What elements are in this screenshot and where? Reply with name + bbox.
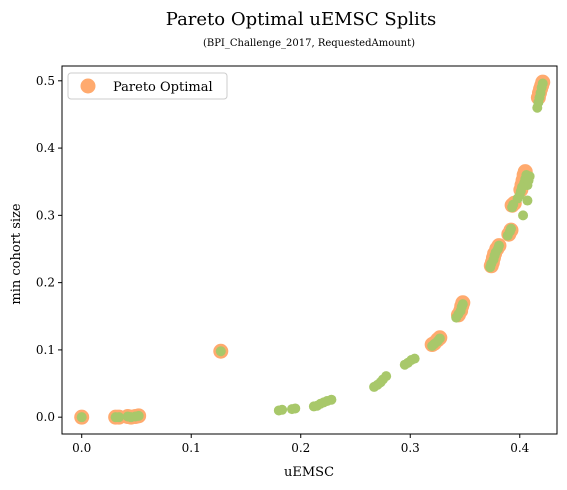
split-point-35 [457, 299, 468, 310]
split-point-9 [277, 404, 288, 415]
x-tick-label-0: 0.0 [72, 441, 91, 455]
split-point-59 [524, 171, 535, 182]
split-point-11 [290, 403, 301, 414]
split-point-52 [518, 210, 529, 221]
split-point-56 [522, 195, 533, 206]
x-tick-label-3: 0.3 [401, 441, 420, 455]
split-point-45 [506, 223, 516, 234]
y-tick-label-5: 0.5 [36, 74, 55, 88]
legend-marker-pareto-optimal [80, 78, 96, 94]
split-point-0 [76, 412, 87, 423]
split-point-2 [113, 412, 124, 423]
chart-subtitle: (BPI_Challenge_2017, RequestedAmount) [203, 38, 415, 49]
y-axis-label: min cohort size [9, 203, 24, 305]
y-tick-label-3: 0.3 [36, 208, 55, 222]
split-point-30 [434, 333, 445, 344]
split-point-22 [381, 371, 392, 382]
y-tick-label-0: 0.0 [36, 410, 55, 424]
split-point-42 [493, 240, 504, 251]
plot-frame [61, 65, 558, 435]
split-point-26 [409, 353, 420, 364]
legend-box [67, 72, 228, 100]
x-tick-label-2: 0.2 [291, 441, 310, 455]
split-point-65 [537, 78, 548, 89]
split-point-6 [133, 410, 144, 421]
y-tick-label-4: 0.4 [36, 141, 55, 155]
x-tick-label-1: 0.1 [182, 441, 201, 455]
split-point-17 [326, 394, 337, 405]
y-tick-label-1: 0.1 [36, 343, 55, 357]
legend-label-pareto-optimal: Pareto Optimal [113, 80, 213, 95]
y-tick-label-2: 0.2 [36, 276, 55, 290]
points-layer [74, 74, 551, 425]
x-tick-label-4: 0.4 [510, 441, 529, 455]
split-point-7 [215, 346, 226, 357]
chart-title: Pareto Optimal uEMSC Splits [166, 9, 436, 30]
axes-layer: 0.0 0.1 0.2 0.3 0.4 0.0 0.1 0.2 0.3 0.4 0.5 [36, 74, 530, 455]
legend: Pareto Optimal [67, 72, 228, 100]
x-axis-label: uEMSC [284, 465, 334, 480]
